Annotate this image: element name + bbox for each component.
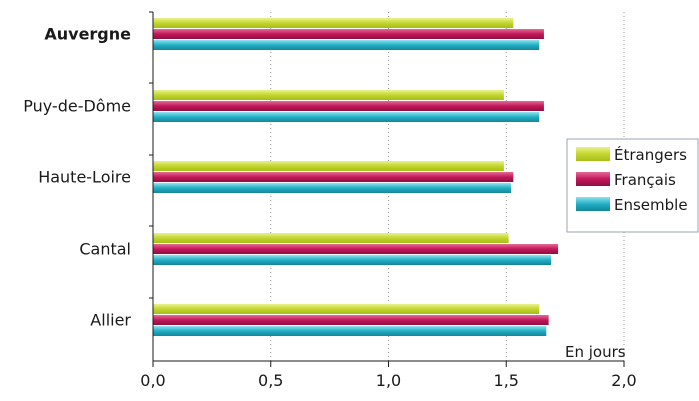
legend-label-0: Étrangers xyxy=(614,145,687,164)
bar-2-1 xyxy=(153,172,514,182)
x-tick-label-4: 2,0 xyxy=(611,371,636,390)
bar-1-0 xyxy=(153,90,504,100)
bar-3-0 xyxy=(153,233,509,243)
legend-label-2: Ensemble xyxy=(614,196,688,214)
x-tick-label-3: 1,5 xyxy=(494,371,519,390)
legend-swatch-0 xyxy=(576,147,610,161)
legend-label-1: Français xyxy=(614,171,676,189)
bar-1-2 xyxy=(153,112,540,122)
bar-3-1 xyxy=(153,244,559,254)
bar-0-0 xyxy=(153,18,514,28)
bars xyxy=(153,18,559,336)
legend-swatch-1 xyxy=(576,172,610,186)
category-label-0: Auvergne xyxy=(44,25,131,44)
bar-0-2 xyxy=(153,40,540,50)
bar-2-0 xyxy=(153,161,504,171)
category-label-2: Haute-Loire xyxy=(38,168,131,187)
legend: Étrangers Français Ensemble xyxy=(566,138,699,233)
category-label-3: Cantal xyxy=(79,240,131,259)
x-tick-label-1: 0,5 xyxy=(258,371,283,390)
axes xyxy=(149,11,625,367)
bar-3-2 xyxy=(153,255,551,265)
x-tick-label-0: 0,0 xyxy=(140,371,165,390)
bar-0-1 xyxy=(153,29,544,39)
unit-label: En jours xyxy=(565,343,626,361)
bar-4-0 xyxy=(153,304,540,314)
category-label-4: Allier xyxy=(90,311,131,330)
legend-swatch-2 xyxy=(576,197,610,211)
bar-2-2 xyxy=(153,183,511,193)
category-label-1: Puy-de-Dôme xyxy=(23,97,131,116)
x-tick-label-2: 1,0 xyxy=(376,371,401,390)
bar-1-1 xyxy=(153,101,544,111)
labels: 0,0 0,5 1,0 1,5 2,0 Auvergne Puy-de-Dôme Haute-… xyxy=(23,25,637,391)
bar-4-1 xyxy=(153,315,549,325)
bar-4-2 xyxy=(153,326,547,336)
